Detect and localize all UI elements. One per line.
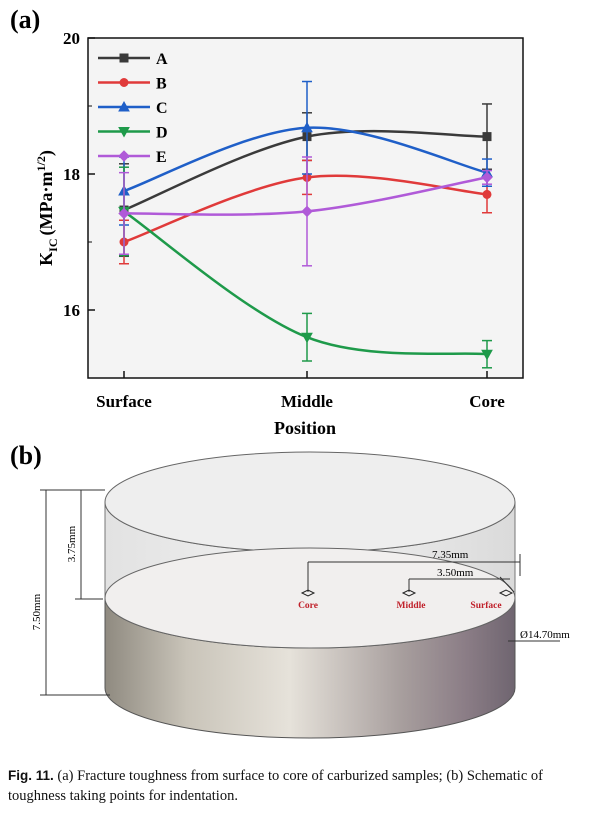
figure-label: Fig. 11. [8, 768, 54, 783]
indent-markers [300, 589, 514, 597]
figure-caption: Fig. 11. (a) Fracture toughness from sur… [8, 766, 598, 806]
legend-marker [118, 150, 130, 162]
point-core: Core [298, 601, 318, 611]
legend-marker [118, 100, 130, 112]
y-tick-label: 20 [63, 29, 80, 48]
x-tick-label: Core [469, 392, 505, 411]
panel-a-label: (a) [10, 5, 40, 34]
data-point [482, 132, 492, 142]
mid-section-face [104, 547, 516, 649]
dim-core-radius: 7.35mm [432, 549, 469, 561]
data-point [481, 171, 493, 184]
data-point [301, 332, 313, 344]
panel-b-label: (b) [10, 441, 42, 470]
legend-item-b: B [98, 76, 167, 93]
x-tick-label: Surface [96, 392, 152, 411]
y-tick-label: 16 [63, 301, 80, 320]
data-point [301, 205, 313, 218]
legend-label: C [156, 100, 168, 117]
caption-text: (a) Fracture toughness from surface to c… [8, 768, 543, 804]
y-axis-label: KIC(MPa·m1/2) [34, 150, 60, 266]
y-tick-label: 18 [63, 165, 80, 184]
data-point [482, 189, 492, 199]
sample-schematic: (b) 7.50mm 3.75mm 7.35mm 3.50mm Ø14.70mm… [10, 441, 570, 739]
toughness-chart: (a) 16 18 20 Surface Middle Core Position KI… [10, 5, 524, 438]
x-axis-label: Position [274, 418, 336, 438]
dim-middle-radius: 3.50mm [437, 567, 474, 579]
data-point [481, 349, 493, 361]
x-tick-label: Middle [281, 392, 333, 411]
legend-label: D [156, 125, 168, 142]
dim-total-height: 7.50mm [31, 593, 43, 630]
top-face [104, 451, 516, 553]
height-dimensions [40, 489, 110, 696]
legend-item-d: D [98, 125, 168, 142]
legend-label: E [156, 149, 167, 166]
series-e [118, 156, 493, 267]
legend-label: B [156, 76, 167, 93]
legend-item-c: C [98, 100, 168, 117]
point-surface: Surface [470, 601, 501, 611]
data-point [301, 121, 313, 133]
legend-item-e: E [98, 149, 167, 166]
legend-label: A [156, 51, 168, 68]
legend-marker [118, 127, 130, 138]
dim-diameter: Ø14.70mm [520, 629, 570, 641]
legend-marker [119, 78, 129, 87]
dim-half-height: 3.75mm [66, 525, 78, 562]
legend-item-a: A [98, 51, 168, 68]
data-point [118, 207, 130, 220]
legend-marker [119, 53, 129, 63]
point-middle: Middle [396, 601, 425, 611]
